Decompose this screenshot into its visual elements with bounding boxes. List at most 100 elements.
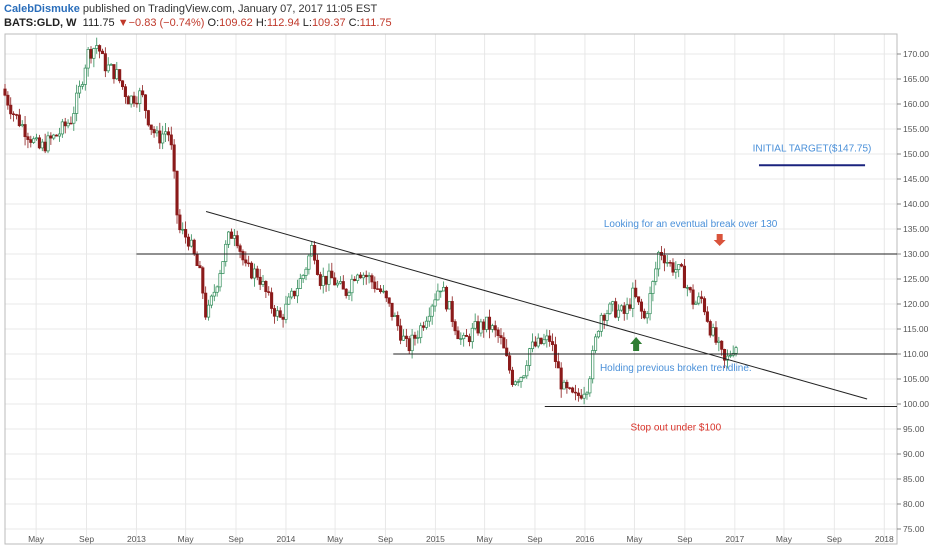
candle-body [100, 50, 105, 55]
candle-body [361, 274, 365, 279]
candle-body [6, 94, 10, 106]
y-tick-label: 75.00 [903, 524, 925, 534]
candle-body [559, 367, 563, 390]
candle-body [637, 296, 641, 303]
candle-body [358, 274, 363, 279]
candle-body [143, 94, 148, 111]
author-link[interactable]: CalebDismuke [4, 3, 80, 15]
candle-body [347, 292, 351, 296]
annotations-layer[interactable]: INITIAL TARGET($147.75) Looking for an e… [600, 143, 871, 433]
candle-body [370, 275, 374, 283]
trendline[interactable] [205, 211, 868, 400]
candle-body [379, 288, 383, 292]
candle-body [66, 122, 70, 127]
x-tick-label: Sep [228, 534, 243, 544]
candle-body [14, 114, 19, 116]
break-annotation[interactable]: Looking for an eventual break over 130 [604, 219, 778, 230]
candle-body [129, 95, 133, 105]
symbol-bar: BATS:GLD, W 111.75 ▼−0.83 (−0.74%) O:109… [4, 17, 392, 29]
candle-body [508, 355, 512, 371]
candle-body [639, 301, 643, 312]
candle-body [155, 130, 159, 134]
candle-body [89, 49, 93, 59]
candle-body [582, 393, 586, 399]
candle-body [694, 302, 698, 305]
candle-body [662, 255, 666, 264]
candle-body [92, 48, 96, 59]
candle-body [665, 262, 669, 264]
candle-body [422, 325, 426, 328]
candle-body [487, 316, 492, 330]
candle-body [72, 113, 76, 124]
candle-body [356, 274, 360, 281]
candle-body [436, 290, 440, 301]
candle-body [614, 301, 618, 318]
candle-body [591, 350, 595, 380]
candle-body [12, 113, 16, 115]
candle-body [63, 121, 67, 127]
candle-body [109, 64, 113, 66]
candle-body [447, 301, 451, 310]
candle-body [98, 45, 102, 52]
candle-body [172, 144, 176, 172]
x-tick-label: May [28, 534, 45, 544]
candle-body [444, 286, 449, 310]
candle-body [141, 90, 145, 96]
candle-body [668, 262, 672, 264]
y-tick-label: 135.00 [903, 224, 929, 234]
candle-body [717, 340, 721, 343]
candle-body [513, 381, 517, 385]
low-value: 109.37 [311, 17, 346, 29]
x-tick-label: 2015 [426, 534, 445, 544]
x-tick-label: 2017 [725, 534, 744, 544]
candle-body [49, 135, 53, 139]
candle-body [708, 321, 712, 336]
candle-body [682, 265, 686, 289]
up-arrow-marker[interactable] [630, 337, 643, 351]
y-tick-label: 170.00 [903, 49, 929, 59]
candle-body [244, 259, 248, 264]
candle-body [433, 299, 437, 307]
candle-body [126, 96, 130, 105]
candle-body [158, 130, 162, 144]
y-tick-label: 160.00 [903, 99, 929, 109]
candle-body [413, 334, 417, 339]
candle-body [545, 335, 549, 341]
candle-body [304, 268, 308, 276]
candle-body [209, 295, 213, 306]
candle-body [181, 229, 185, 231]
y-tick-label: 165.00 [903, 74, 929, 84]
target-annotation[interactable]: INITIAL TARGET($147.75) [753, 143, 872, 154]
candle-body [605, 313, 609, 321]
candle-body [138, 90, 142, 104]
candle-body [333, 277, 337, 286]
candle-body [588, 378, 592, 394]
candle-body [442, 286, 446, 292]
candle-body [106, 64, 110, 72]
y-tick-label: 85.00 [903, 474, 925, 484]
candle-body [711, 327, 715, 336]
candle-body [20, 124, 24, 127]
candle-body [456, 330, 460, 340]
down-arrow-marker[interactable] [713, 234, 726, 246]
candle-body [146, 110, 150, 126]
candle-body [404, 335, 408, 339]
candle-body [284, 303, 288, 320]
candle-body [3, 88, 7, 96]
candle-body [688, 287, 692, 291]
candle-body [493, 325, 497, 331]
candle-body [152, 129, 156, 134]
candle-body [499, 335, 503, 339]
drawings-layer[interactable] [136, 164, 897, 407]
x-tick-label: Sep [79, 534, 94, 544]
candle-body [473, 321, 477, 329]
candle-body [485, 316, 489, 330]
candle-body [75, 92, 79, 114]
candle-body [69, 122, 73, 125]
stop-annotation[interactable]: Stop out under $100 [631, 423, 722, 434]
holding-annotation[interactable]: Holding previous broken trendline. [600, 363, 752, 374]
candle-body [476, 321, 480, 334]
x-tick-label: 2014 [276, 534, 295, 544]
candle-body [430, 305, 434, 317]
